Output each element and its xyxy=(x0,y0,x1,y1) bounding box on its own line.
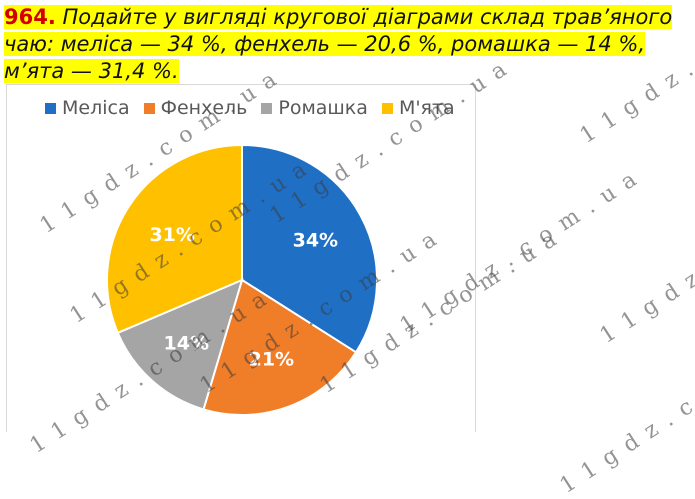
legend-swatch-3 xyxy=(261,102,273,114)
pie-data-label-4: 31% xyxy=(149,224,194,246)
legend-swatch-4 xyxy=(381,102,393,114)
legend-swatch-2 xyxy=(143,102,155,114)
pie-slice-3 xyxy=(116,278,244,411)
legend-swatch-1 xyxy=(45,102,56,114)
pie-data-label-1: 34% xyxy=(293,230,338,252)
legend-label-1: Меліса xyxy=(62,97,130,119)
pie-chart: 34% 21% 14% 31% Меліса Фенхель Ромашка М'ята xyxy=(6,84,476,432)
chart-legend: Меліса Фенхель Ромашка М'ята xyxy=(45,97,455,119)
legend-label-4: М'ята xyxy=(398,97,455,119)
task-statement: Подайте у вигляді кругової діаграми скла… xyxy=(4,5,673,83)
pie-svg: 34% 21% 14% 31% xyxy=(106,143,378,416)
watermark-9: 1 1 g d z . c o m . u a xyxy=(555,326,695,499)
pie-slice-2 xyxy=(202,278,358,416)
legend-item-4: М'ята xyxy=(381,97,455,119)
pie-data-label-3: 14% xyxy=(164,332,209,354)
pie-slice-4 xyxy=(106,143,243,335)
watermark-8: 1 1 g d z . c o m . u a xyxy=(595,176,695,349)
legend-label-2: Фенхель xyxy=(160,97,248,119)
legend-item-3: Ромашка xyxy=(261,97,368,119)
legend-item-2: Фенхель xyxy=(143,97,248,119)
legend-label-3: Ромашка xyxy=(278,97,368,119)
pie-data-label-2: 21% xyxy=(249,348,294,370)
task-text: 964. Подайте у вигляді кругової діаграми… xyxy=(4,4,690,85)
task-number: 964. xyxy=(4,5,56,29)
legend-item-1: Меліса xyxy=(45,97,130,119)
